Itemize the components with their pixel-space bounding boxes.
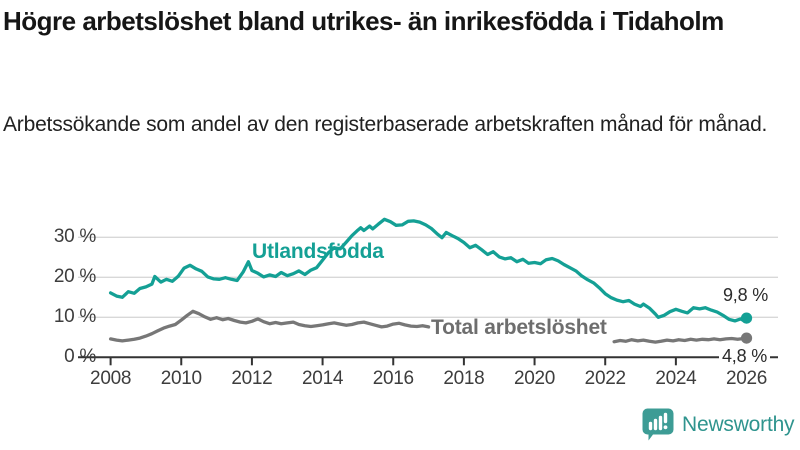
x-axis-label: 2024 bbox=[655, 368, 697, 389]
newsworthy-icon bbox=[642, 408, 674, 441]
end-point-marker-total-arbetsloshet bbox=[740, 332, 753, 344]
end-value-label-total-arbetsloshet: 4,8 % bbox=[719, 346, 771, 367]
series-line-total-arbetsloshet bbox=[612, 336, 749, 344]
x-axis-label: 2016 bbox=[372, 368, 414, 389]
exclamation-dot bbox=[663, 425, 668, 430]
x-axis-label: 2018 bbox=[443, 368, 485, 389]
y-axis-label: 30 % bbox=[53, 226, 96, 248]
x-axis-label: 2020 bbox=[514, 368, 556, 389]
speech-bubble-shape bbox=[642, 408, 674, 441]
x-axis-label: 2008 bbox=[90, 368, 132, 389]
x-axis-label: 2012 bbox=[231, 368, 273, 389]
page-title: Högre arbetslöshet bland utrikes- än inr… bbox=[3, 6, 724, 36]
end-point-marker-utlandsfodda bbox=[740, 312, 753, 324]
y-axis-label: 0 % bbox=[64, 346, 96, 368]
bar-chart-glyph bbox=[648, 412, 668, 431]
x-axis-label: 2014 bbox=[302, 368, 344, 389]
y-axis-label: 10 % bbox=[53, 306, 96, 328]
x-axis-label: 2010 bbox=[160, 368, 202, 389]
page-subtitle: Arbetssökande som andel av den registerb… bbox=[3, 113, 768, 136]
series-label-total-arbetsloshet: Total arbetslöshet bbox=[431, 316, 607, 339]
newsworthy-wordmark: Newsworthy bbox=[682, 413, 795, 436]
end-value-label-utlandsfodda: 9,8 % bbox=[723, 285, 769, 305]
x-axis-label: 2026 bbox=[725, 368, 768, 389]
series-label-utlandsfodda: Utlandsfödda bbox=[252, 240, 384, 263]
series-line-total-arbetsloshet bbox=[108, 309, 431, 343]
series-line-utlandsfodda bbox=[108, 217, 749, 323]
x-axis-label: 2022 bbox=[584, 368, 626, 389]
y-axis-label: 20 % bbox=[53, 266, 96, 288]
newsworthy-logo[interactable]: Newsworthy bbox=[642, 408, 795, 442]
